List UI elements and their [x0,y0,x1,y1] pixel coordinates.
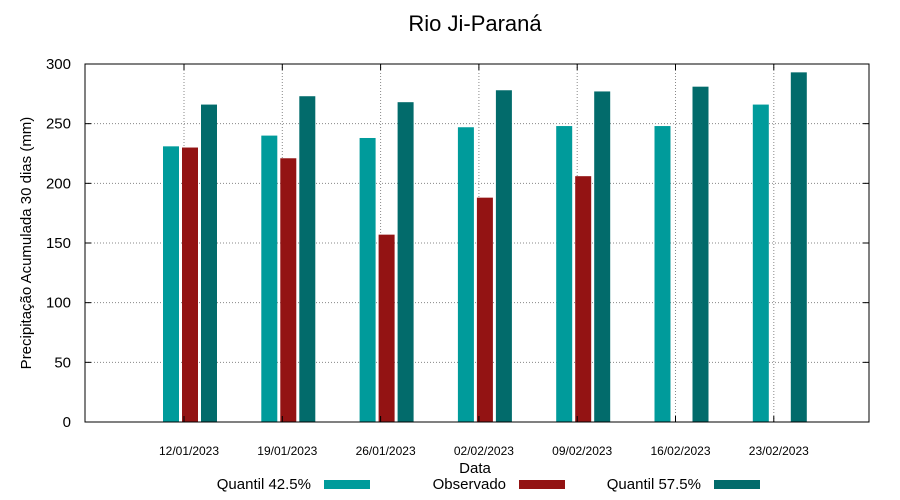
y-tick-label: 0 [63,414,71,431]
x-tick-label: 19/01/2023 [257,444,317,458]
bar [280,158,297,423]
bar [692,86,709,422]
bar [182,147,198,423]
x-tick-label: 09/02/2023 [552,444,612,458]
bar [495,90,512,423]
bar [457,127,474,422]
x-tick-label: 12/01/2023 [159,444,219,458]
bar [654,126,671,422]
y-tick-label: 250 [46,116,71,133]
bar [476,197,493,422]
x-tick-label: 23/02/2023 [749,444,809,458]
y-tick-label: 50 [54,354,71,371]
bar [790,72,807,422]
y-tick-label: 100 [46,295,71,312]
x-tick-label: 16/02/2023 [650,444,710,458]
y-axis-label: Precipitação Acumulada 30 dias (mm) [18,117,35,370]
legend: Quantil 42.5% Observado Quantil 57.5% [217,476,760,493]
bar [359,137,376,422]
bar [752,104,769,422]
bar [201,104,217,422]
bar [163,146,179,422]
legend-swatch [714,480,760,489]
y-tick-label: 200 [46,175,71,192]
bar [299,96,316,422]
bar [594,91,611,423]
bars [163,72,807,423]
legend-label: Quantil 57.5% [607,476,701,493]
bar [378,234,395,422]
bar [556,126,573,422]
x-tick-label: 26/01/2023 [356,444,416,458]
legend-label: Quantil 42.5% [217,476,311,493]
legend-label: Observado [433,476,506,493]
legend-swatch [519,480,565,489]
bar [575,176,592,422]
legend-swatch [324,480,370,489]
axes: 0 50 100 150 200 250 300 12/01/2023 19/01/2023 26… [46,56,869,458]
bar [397,102,414,422]
chart-title: Rio Ji-Paraná [408,11,542,36]
y-tick-label: 150 [46,235,71,252]
bar [261,135,278,422]
x-axis-label: Data [459,460,491,477]
y-tick-label: 300 [46,56,71,73]
x-tick-label: 02/02/2023 [454,444,514,458]
